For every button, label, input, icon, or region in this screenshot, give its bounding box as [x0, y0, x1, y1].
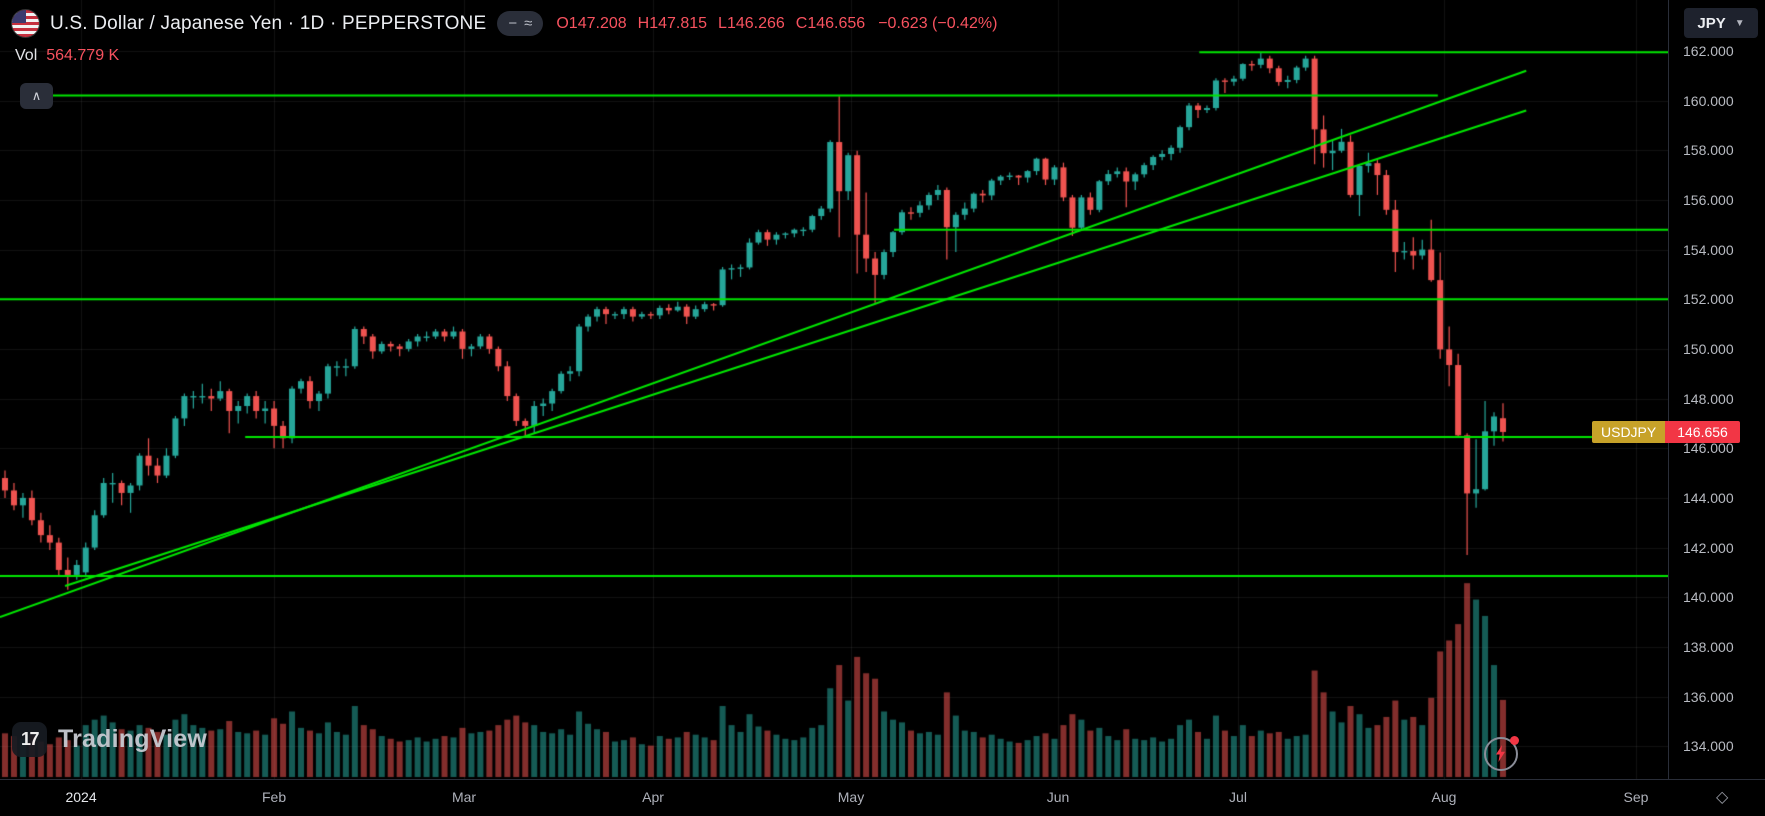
legend-toggle-pill[interactable]: − ≈ — [497, 11, 544, 36]
price-badge-symbol: USDJPY — [1592, 420, 1666, 443]
chevron-up-icon: ∧ — [31, 88, 42, 103]
price-tick-label: 136.000 — [1683, 688, 1734, 705]
current-price-badge: USDJPY 146.656 — [1592, 420, 1740, 443]
symbol-title[interactable]: U.S. Dollar / Japanese Yen · 1D · PEPPER… — [50, 12, 487, 34]
axis-corner-glyph: ◇ — [1716, 789, 1729, 806]
lightning-bolt-icon — [1495, 745, 1506, 762]
currency-unit-select[interactable]: JPY ▼ — [1684, 8, 1758, 38]
price-tick-label: 156.000 — [1683, 191, 1734, 208]
open-value: 147.208 — [568, 14, 627, 32]
close-label: C — [795, 14, 808, 32]
reaction-icon[interactable] — [1484, 736, 1519, 771]
high-label: H — [637, 14, 650, 32]
chart-legend: U.S. Dollar / Japanese Yen · 1D · PEPPER… — [12, 10, 997, 37]
close-value: 146.656 — [807, 14, 866, 32]
price-tick-label: 146.000 — [1683, 440, 1734, 457]
price-tick-label: 144.000 — [1683, 489, 1734, 506]
time-tick-label: May — [837, 789, 865, 805]
volume-value: 564.779 K — [46, 47, 120, 64]
time-axis[interactable]: 2024 Feb Mar Apr May Jun Jul Aug Sep — [0, 779, 1765, 816]
time-tick-label: Jun — [1046, 789, 1070, 805]
price-tick-label: 158.000 — [1683, 142, 1734, 159]
open-label: O — [556, 14, 569, 32]
minus-icon[interactable]: − — [508, 15, 518, 32]
flag-canton — [12, 10, 26, 23]
price-tick-label: 154.000 — [1683, 241, 1734, 258]
low-label: L — [718, 14, 727, 32]
price-tick-label: 140.000 — [1683, 589, 1734, 606]
axis-corner-icon[interactable]: ◇ — [1716, 787, 1728, 807]
time-tick-label: Apr — [642, 789, 664, 805]
low-value: 146.266 — [726, 14, 785, 32]
time-tick-label: Sep — [1623, 789, 1649, 805]
price-tick-label: 150.000 — [1683, 340, 1734, 357]
price-chart-canvas[interactable] — [0, 0, 1668, 816]
price-badge-value: 146.656 — [1665, 420, 1740, 443]
time-tick-label: 2024 — [65, 789, 97, 805]
price-tick-label: 148.000 — [1683, 390, 1734, 407]
price-tick-label: 134.000 — [1683, 738, 1734, 755]
collapse-legend-button[interactable]: ∧ — [20, 83, 53, 109]
price-tick-label: 152.000 — [1683, 291, 1734, 308]
chevron-down-icon: ▼ — [1734, 17, 1745, 29]
logo-glyph: 17 — [20, 729, 40, 749]
volume-label: Vol — [15, 47, 38, 64]
time-tick-label: Mar — [451, 789, 477, 805]
tradingview-logo-icon: 17 — [12, 722, 47, 757]
price-tick-label: 160.000 — [1683, 92, 1734, 109]
currency-unit-value: JPY — [1697, 14, 1726, 32]
price-tick-label: 142.000 — [1683, 539, 1734, 556]
time-tick-label: Feb — [261, 789, 287, 805]
volume-readout: Vol 564.779 K — [15, 47, 119, 65]
time-tick-label: Aug — [1431, 789, 1457, 805]
price-tick-label: 162.000 — [1683, 42, 1734, 59]
ohlc-readout: O 147.208 H 147.815 L 146.266 C 146.656 −0.6… — [554, 15, 997, 33]
high-value: 147.815 — [649, 14, 708, 32]
price-axis[interactable]: 162.000 160.000 158.000 156.000 154.000 152.0… — [1668, 0, 1765, 779]
tradingview-logo-text: TradingView — [58, 725, 208, 753]
wave-icon[interactable]: ≈ — [524, 15, 533, 32]
notification-dot — [1510, 736, 1519, 745]
tradingview-watermark[interactable]: 17 TradingView — [12, 722, 207, 757]
us-flag-icon — [12, 10, 39, 37]
change-value: −0.623 (−0.42%) — [878, 14, 998, 32]
price-tick-label: 138.000 — [1683, 638, 1734, 655]
time-tick-label: Jul — [1229, 789, 1247, 805]
